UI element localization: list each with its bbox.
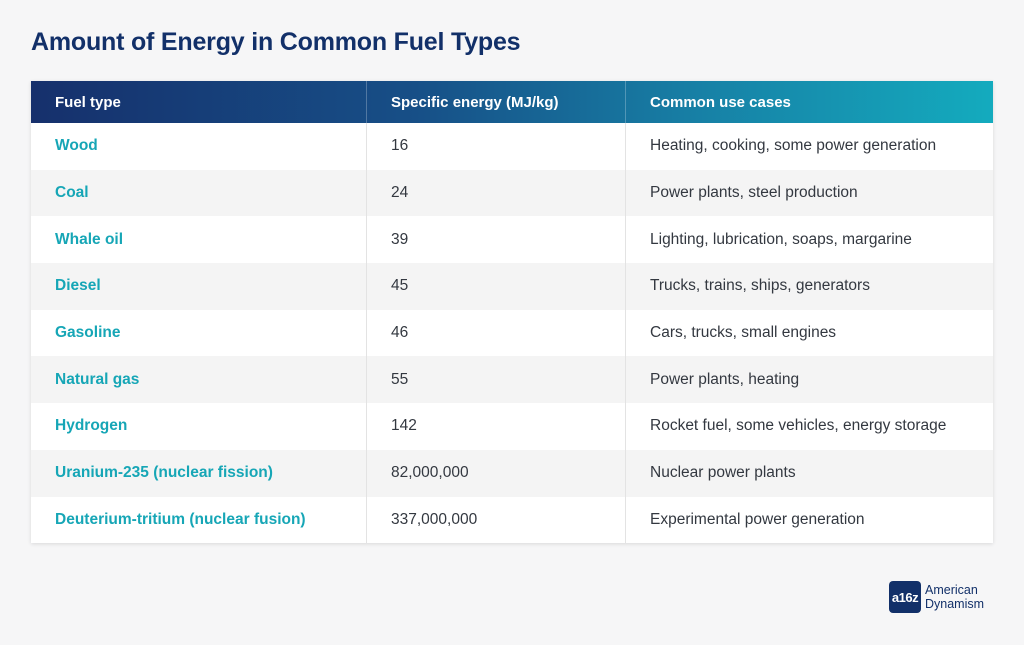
specific-energy-cell: 45 — [367, 263, 626, 310]
fuel-type-cell: Natural gas — [31, 356, 367, 404]
specific-energy-cell: 46 — [367, 309, 626, 357]
table-row: Deuterium-tritium (nuclear fusion) 337,0… — [31, 496, 993, 544]
specific-energy-cell: 39 — [367, 216, 626, 264]
specific-energy-cell: 55 — [367, 356, 626, 404]
use-cases-cell: Heating, cooking, some power generation — [650, 137, 937, 155]
header-fuel-type: Fuel type — [31, 81, 367, 123]
fuel-type-cell: Uranium-235 (nuclear fission) — [31, 449, 367, 497]
table-row: Gasoline 46 Cars, trucks, small engines — [31, 309, 993, 357]
american-dynamism-logo: a16z American Dynamism — [889, 581, 984, 613]
header-use-cases: Common use cases — [650, 93, 791, 111]
fuel-type-cell: Deuterium-tritium (nuclear fusion) — [31, 496, 367, 544]
fuel-type-cell: Diesel — [31, 263, 367, 310]
table-row: Natural gas 55 Power plants, heating — [31, 356, 993, 404]
use-cases-cell: Experimental power generation — [650, 510, 865, 528]
a16z-logo-mark: a16z — [889, 581, 921, 613]
table-row: Wood 16 Heating, cooking, some power gen… — [31, 123, 993, 170]
specific-energy-cell: 142 — [367, 403, 626, 450]
header-specific-energy: Specific energy (MJ/kg) — [367, 81, 626, 123]
use-cases-cell: Power plants, steel production — [650, 184, 858, 202]
table-row: Coal 24 Power plants, steel production — [31, 169, 993, 217]
fuel-type-cell: Coal — [31, 169, 367, 217]
use-cases-cell: Lighting, lubrication, soaps, margarine — [650, 230, 912, 248]
use-cases-cell: Nuclear power plants — [650, 464, 796, 482]
fuel-energy-table: Fuel type Specific energy (MJ/kg) Common… — [31, 81, 993, 544]
table-row: Hydrogen 142 Rocket fuel, some vehicles,… — [31, 403, 993, 450]
table-row: Whale oil 39 Lighting, lubrication, soap… — [31, 216, 993, 264]
use-cases-cell: Rocket fuel, some vehicles, energy stora… — [650, 417, 947, 435]
page-title: Amount of Energy in Common Fuel Types — [31, 28, 521, 56]
use-cases-cell: Cars, trucks, small engines — [650, 324, 837, 342]
fuel-type-cell: Wood — [31, 123, 367, 170]
fuel-type-cell: Gasoline — [31, 309, 367, 357]
fuel-type-cell: Whale oil — [31, 216, 367, 264]
specific-energy-cell: 24 — [367, 169, 626, 217]
logo-line-dynamism: Dynamism — [925, 597, 985, 611]
table-row: Uranium-235 (nuclear fission) 82,000,000… — [31, 449, 993, 497]
specific-energy-cell: 82,000,000 — [367, 449, 626, 497]
fuel-type-cell: Hydrogen — [31, 403, 367, 450]
logo-wordmark: American Dynamism — [925, 583, 984, 611]
specific-energy-cell: 16 — [367, 123, 626, 170]
logo-line-american: American — [925, 583, 978, 597]
table-body: Wood 16 Heating, cooking, some power gen… — [31, 123, 993, 544]
specific-energy-cell: 337,000,000 — [367, 496, 626, 544]
use-cases-cell: Power plants, heating — [650, 370, 800, 388]
use-cases-cell: Trucks, trains, ships, generators — [650, 277, 870, 295]
table-header-row: Fuel type Specific energy (MJ/kg) Common… — [31, 81, 993, 123]
table-row: Diesel 45 Trucks, trains, ships, generat… — [31, 263, 993, 310]
